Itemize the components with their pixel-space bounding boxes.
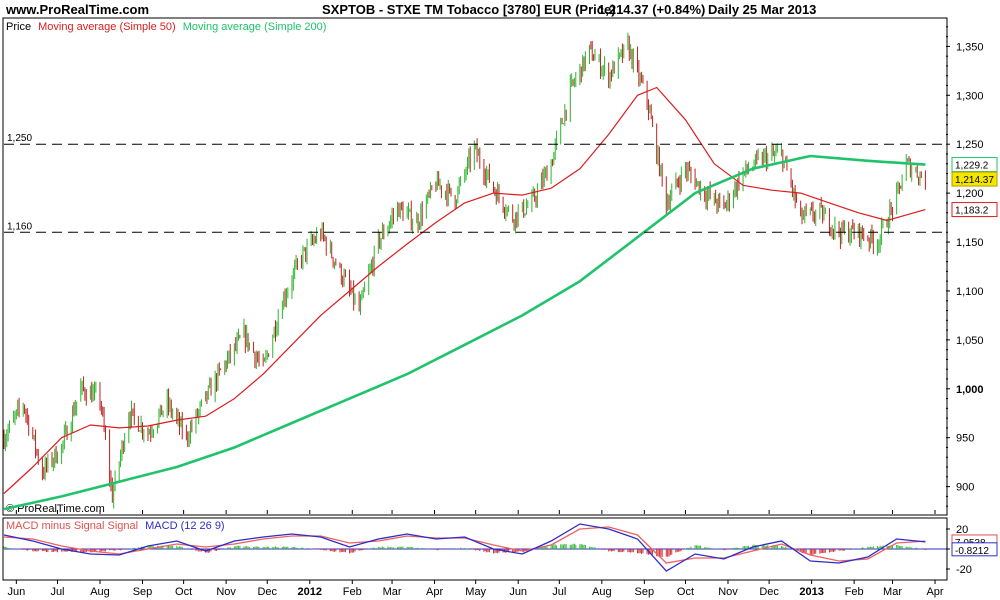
legend-ma50: Moving average (Simple 50) <box>38 21 176 33</box>
reference-line-label: 1,250 <box>7 133 32 144</box>
x-tick-label: Jun <box>509 586 527 598</box>
y-tick-label: 1,050 <box>956 335 984 347</box>
x-tick-label: Sep <box>635 586 655 598</box>
y-tick-label: 1,200 <box>956 188 984 200</box>
x-tick-label: Feb <box>343 586 362 598</box>
last-value-label: 1,214.37 <box>955 175 994 186</box>
y-tick-label: 1,150 <box>956 237 984 249</box>
x-tick-label: Jul <box>552 586 566 598</box>
macd-legend: MACD minus Signal Signal MACD (12 26 9) <box>6 520 225 532</box>
x-tick-label: Dec <box>759 586 779 598</box>
x-tick-label: Apr <box>926 586 943 598</box>
x-tick-label: Mar <box>883 586 902 598</box>
last-value-label: 1,229.2 <box>955 161 989 172</box>
macd-legend-macd: MACD (12 26 9) <box>145 520 224 532</box>
macd-last-value-box <box>951 542 998 557</box>
site-name: www.ProRealTime.com <box>5 2 149 17</box>
y-tick-label: 1,000 <box>956 384 984 396</box>
x-tick-label: 2013 <box>799 586 823 598</box>
macd-legend-hist: MACD minus Signal Signal <box>6 520 138 532</box>
x-tick-label: Aug <box>592 586 612 598</box>
macd-indicator: 200-207.0538-0.8212 <box>3 523 998 576</box>
x-tick-label: Apr <box>426 586 443 598</box>
last-value-labels: 1,229.2 1,214.37 1,183.2 <box>951 157 998 218</box>
legend-ma200: Moving average (Simple 200) <box>183 21 327 33</box>
y-tick-label: 1,350 <box>956 41 984 53</box>
period-date: Daily 25 Mar 2013 <box>708 2 816 17</box>
x-tick-label: Jul <box>50 586 64 598</box>
copyright: © ProRealTime.com <box>6 503 105 515</box>
x-tick-label: Aug <box>90 586 110 598</box>
x-tick-label: Oct <box>677 586 694 598</box>
last-value-box <box>951 157 998 173</box>
price-panel <box>2 17 948 516</box>
last-value-label: 1,183.2 <box>955 206 989 217</box>
x-tick-label: Oct <box>175 586 192 598</box>
x-tick-label: Jun <box>7 586 25 598</box>
legend: Price Moving average (Simple 50) Moving … <box>6 21 326 33</box>
price-bars <box>3 32 926 509</box>
y-tick-label: 1,250 <box>956 139 984 151</box>
x-tick-label: Mar <box>383 586 402 598</box>
y-tick-label: 1,100 <box>956 286 984 298</box>
macd-last-value-label: -0.8212 <box>955 546 989 557</box>
chart-title: SXPTOB - STXE TM Tobacco [3780] EUR (Pri… <box>322 2 616 17</box>
y-tick-label: 1,300 <box>956 90 984 102</box>
x-tick-label: Feb <box>845 586 864 598</box>
price-y-axis: 900 950 1,000 1,050 1,100 1,150 1,200 1,250 1,30… <box>946 26 984 507</box>
signal-line <box>3 526 926 564</box>
x-axis: Jun Jul Aug Sep Oct Nov Dec 2012 Feb Mar Apr May Jun… <box>7 510 944 598</box>
reference-lines: 1,250 1,160 <box>4 133 946 233</box>
macd-y-tick-label: -20 <box>956 564 972 576</box>
x-tick-label: Dec <box>257 586 277 598</box>
macd-line <box>3 523 926 572</box>
x-tick-label: Nov <box>216 586 236 598</box>
price-lines <box>3 86 926 511</box>
y-tick-label: 950 <box>956 433 974 445</box>
last-value-box <box>951 202 998 218</box>
x-tick-label: Nov <box>718 586 738 598</box>
ma50-line <box>3 86 926 494</box>
macd-y-tick-label: 20 <box>956 524 968 536</box>
x-tick-label: Sep <box>133 586 153 598</box>
x-tick-label: 2012 <box>298 586 322 598</box>
last-value-box <box>951 171 998 187</box>
x-tick-label: May <box>465 586 486 598</box>
ma200-line <box>3 154 926 511</box>
reference-line-label: 1,160 <box>7 221 32 232</box>
price-change: 1,214.37 (+0.84%) <box>598 2 705 17</box>
legend-price: Price <box>6 21 31 33</box>
y-tick-label: 900 <box>956 482 974 494</box>
